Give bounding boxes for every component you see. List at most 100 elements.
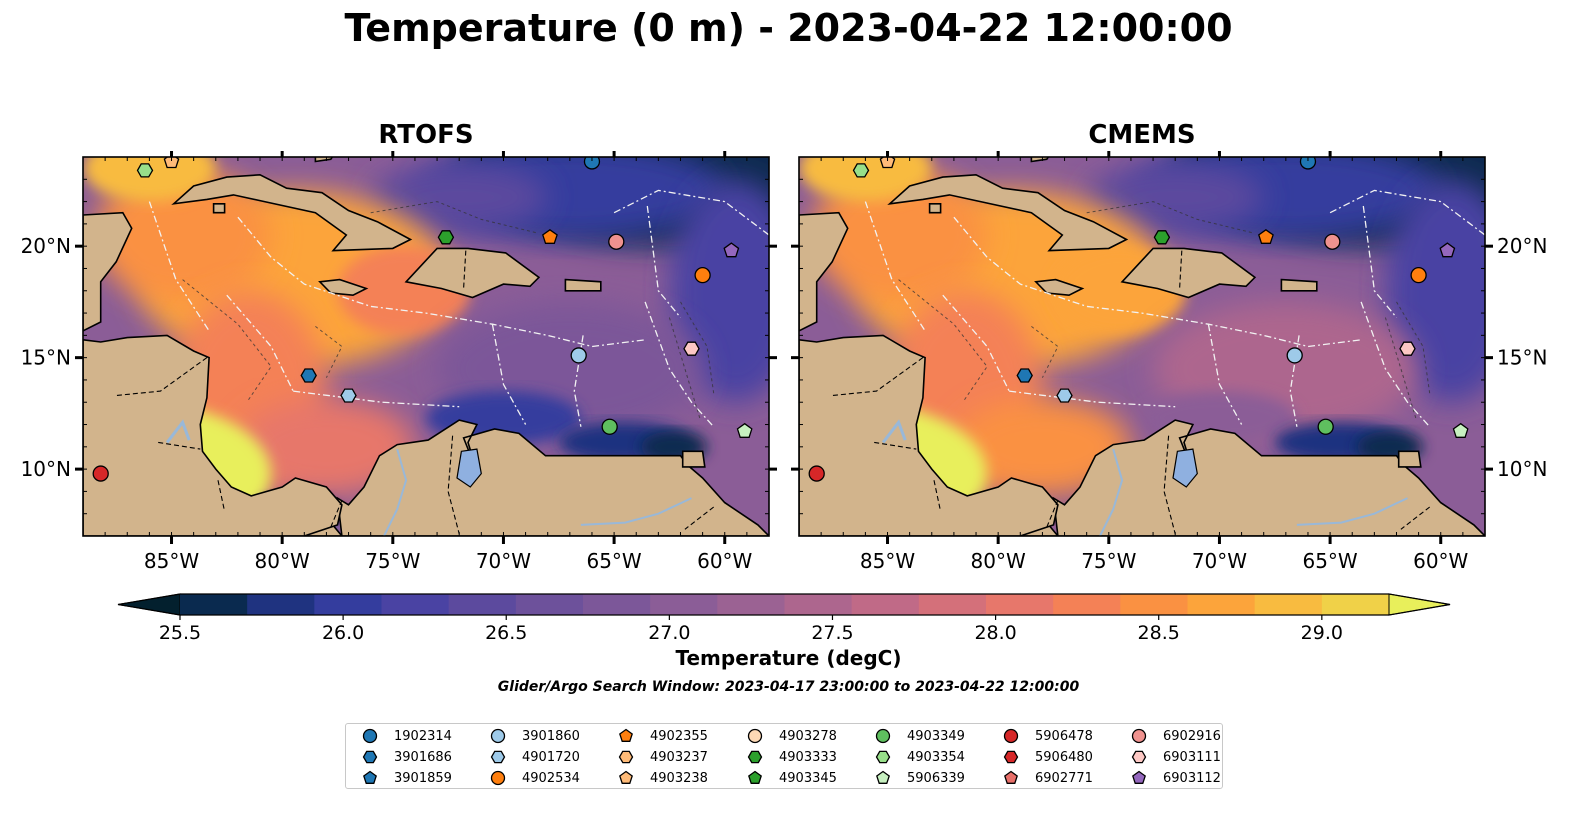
colorbar-tick-label: 28.5 bbox=[1138, 622, 1180, 644]
float-marker-5906339 bbox=[736, 422, 753, 438]
pentagon-marker-icon bbox=[1132, 770, 1146, 784]
legend-item-6903111: 6903111 bbox=[1127, 747, 1221, 767]
panel-title-cmems: CMEMS bbox=[1088, 120, 1196, 150]
float-marker-6903112 bbox=[723, 242, 740, 258]
search-window-text: Glider/Argo Search Window: 2023-04-17 23… bbox=[497, 679, 1080, 695]
float-marker-4901720 bbox=[340, 388, 357, 403]
float-marker-3901860 bbox=[570, 347, 587, 364]
y-tick-label: 15°N bbox=[1497, 346, 1547, 370]
map-frame-1 bbox=[798, 156, 1486, 537]
float-marker-6903112 bbox=[1439, 242, 1456, 258]
legend-label: 4903354 bbox=[907, 749, 965, 765]
x-tick-label: 65°W bbox=[586, 549, 641, 573]
colorbar-segment bbox=[717, 594, 785, 615]
float-marker-4903238 bbox=[879, 157, 896, 169]
x-tick-label: 80°W bbox=[255, 549, 310, 573]
y-tick-label: 20°N bbox=[1497, 234, 1547, 258]
float-marker-4902355 bbox=[542, 229, 558, 244]
legend-item-4902534: 4902534 bbox=[486, 768, 580, 788]
legend-label: 4902355 bbox=[650, 728, 708, 744]
legend-label: 5906478 bbox=[1035, 728, 1093, 744]
float-marker-4902355 bbox=[1258, 229, 1274, 244]
hexagon-marker-icon bbox=[1131, 750, 1147, 764]
x-tick-label: 60°W bbox=[1413, 549, 1468, 573]
x-tick-label: 85°W bbox=[860, 549, 915, 573]
float-marker-4903333 bbox=[1153, 230, 1171, 245]
colorbar-segment bbox=[314, 594, 382, 615]
y-tick-label: 15°N bbox=[21, 346, 71, 370]
float-marker-5906478 bbox=[92, 465, 109, 482]
legend-item-4903349: 4903349 bbox=[871, 726, 965, 746]
legend-item-3901860: 3901860 bbox=[486, 726, 580, 746]
x-tick-label: 75°W bbox=[365, 549, 420, 573]
colorbar-extend-high bbox=[1388, 593, 1451, 616]
x-tick-label: 60°W bbox=[697, 549, 752, 573]
x-tick-label: 65°W bbox=[1302, 549, 1357, 573]
float-marker-4902534 bbox=[694, 267, 711, 284]
legend-item-5906339: 5906339 bbox=[871, 768, 965, 788]
x-tick-label: 70°W bbox=[476, 549, 531, 573]
colorbar-segment bbox=[247, 594, 315, 615]
pentagon-marker-icon bbox=[619, 728, 633, 742]
colorbar-segment bbox=[448, 594, 517, 615]
legend-item-6902916: 6902916 bbox=[1127, 726, 1221, 746]
legend-label: 1902314 bbox=[394, 728, 452, 744]
float-marker-4903238 bbox=[163, 157, 180, 169]
float-marker-4903354 bbox=[852, 163, 870, 178]
legend-label: 6902916 bbox=[1163, 728, 1221, 744]
colorbar-segment bbox=[515, 594, 584, 615]
legend-label: 3901859 bbox=[394, 770, 452, 786]
hexagon-marker-icon bbox=[747, 750, 763, 764]
pentagon-marker-icon bbox=[619, 770, 633, 784]
float-marker-6903111 bbox=[683, 341, 700, 356]
colorbar-tick-label: 26.0 bbox=[322, 622, 364, 644]
y-tick-label: 10°N bbox=[21, 457, 71, 481]
map-panel-rtofs bbox=[83, 157, 769, 536]
legend-label: 4903237 bbox=[650, 749, 708, 765]
legend-item-6903112: 6903112 bbox=[1127, 768, 1221, 788]
legend-item-4903238: 4903238 bbox=[614, 768, 708, 788]
float-marker-4903354 bbox=[136, 163, 154, 178]
colorbar: 25.5 26.0 26.5 27.0 27.5 28.0 28.5 29.0 bbox=[117, 593, 1451, 644]
colorbar-segment bbox=[784, 594, 853, 615]
float-marker-4902534 bbox=[1410, 267, 1427, 284]
colorbar-tick-label: 25.5 bbox=[159, 622, 201, 644]
float-marker-1902314 bbox=[583, 157, 601, 170]
legend-label: 4903345 bbox=[779, 770, 837, 786]
circle-marker-icon bbox=[362, 728, 378, 744]
legend-label: 4903238 bbox=[650, 770, 708, 786]
legend-item-3901686: 3901686 bbox=[358, 747, 452, 767]
legend-label: 5906480 bbox=[1035, 749, 1093, 765]
legend-item-4903278: 4903278 bbox=[743, 726, 837, 746]
legend-label: 5906339 bbox=[907, 770, 965, 786]
figure-title: Temperature (0 m) - 2023-04-22 12:00:00 bbox=[344, 6, 1233, 50]
panel-title-rtofs: RTOFS bbox=[378, 120, 474, 150]
colorbar-segment bbox=[1120, 594, 1188, 615]
float-marker-1902314 bbox=[1299, 157, 1317, 170]
legend: 1902314 3901686 3901859 3901860 4901720 49025… bbox=[345, 723, 1223, 789]
colorbar-tick-label: 27.0 bbox=[648, 622, 690, 644]
legend-item-3901859: 3901859 bbox=[358, 768, 452, 788]
pentagon-marker-icon bbox=[1004, 770, 1018, 784]
circle-marker-icon bbox=[747, 728, 763, 744]
pentagon-marker-icon bbox=[363, 770, 377, 784]
float-marker-3901860 bbox=[1286, 347, 1303, 364]
legend-label: 4903278 bbox=[779, 728, 837, 744]
legend-label: 4901720 bbox=[522, 749, 580, 765]
colorbar-segment bbox=[918, 594, 987, 615]
legend-item-5906478: 5906478 bbox=[999, 726, 1093, 746]
float-marker-6902916 bbox=[608, 233, 625, 250]
legend-item-4903333: 4903333 bbox=[743, 747, 837, 767]
pentagon-marker-icon bbox=[876, 770, 890, 784]
hexagon-marker-icon bbox=[362, 750, 378, 764]
circle-marker-icon bbox=[875, 728, 891, 744]
legend-item-4903237: 4903237 bbox=[614, 747, 708, 767]
x-tick-label: 75°W bbox=[1081, 549, 1136, 573]
colorbar-segment bbox=[1321, 594, 1390, 615]
y-tick-label: 20°N bbox=[21, 234, 71, 258]
legend-label: 4903333 bbox=[779, 749, 837, 765]
colorbar-tick-label: 28.0 bbox=[974, 622, 1016, 644]
colorbar-segment bbox=[1053, 594, 1121, 615]
legend-label: 6903111 bbox=[1163, 749, 1221, 765]
